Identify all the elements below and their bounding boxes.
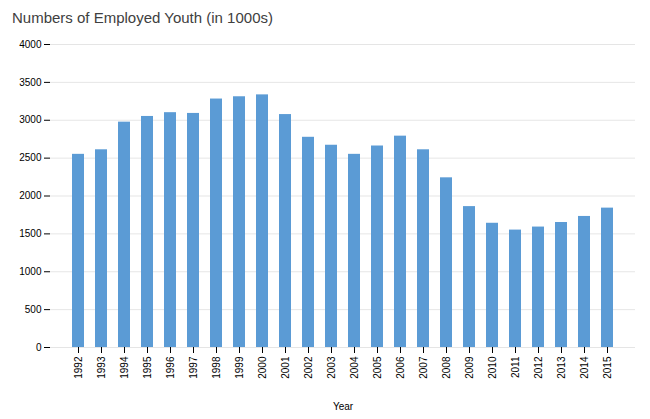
- svg-text:1998: 1998: [211, 356, 222, 379]
- svg-text:2005: 2005: [372, 356, 383, 379]
- svg-text:1999: 1999: [234, 356, 245, 379]
- svg-text:2008: 2008: [441, 356, 452, 379]
- svg-text:2003: 2003: [326, 356, 337, 379]
- svg-text:2007: 2007: [418, 356, 429, 379]
- svg-text:0: 0: [36, 342, 42, 353]
- svg-text:Year: Year: [333, 401, 354, 412]
- svg-text:3500: 3500: [19, 77, 42, 88]
- svg-text:2000: 2000: [19, 190, 42, 201]
- svg-text:2001: 2001: [280, 356, 291, 379]
- svg-text:2002: 2002: [303, 356, 314, 379]
- svg-text:1000: 1000: [19, 266, 42, 277]
- svg-text:1995: 1995: [142, 356, 153, 379]
- svg-text:2015: 2015: [602, 356, 613, 379]
- svg-text:2010: 2010: [487, 356, 498, 379]
- svg-text:2500: 2500: [19, 152, 42, 163]
- svg-text:2013: 2013: [556, 356, 567, 379]
- svg-text:2011: 2011: [510, 356, 521, 378]
- svg-text:1993: 1993: [96, 356, 107, 379]
- svg-text:500: 500: [25, 304, 42, 315]
- svg-text:4000: 4000: [19, 39, 42, 50]
- svg-text:2009: 2009: [464, 356, 475, 379]
- svg-text:1992: 1992: [73, 356, 84, 379]
- svg-text:1500: 1500: [19, 228, 42, 239]
- svg-text:2004: 2004: [349, 356, 360, 379]
- svg-text:2000: 2000: [257, 356, 268, 379]
- svg-text:3000: 3000: [19, 114, 42, 125]
- svg-text:1996: 1996: [165, 356, 176, 379]
- svg-text:2012: 2012: [533, 356, 544, 379]
- html-text:Numbers of Employed Youth (in: Numbers of Employed Youth (in 1000s): [12, 9, 273, 26]
- svg-text:1997: 1997: [188, 356, 199, 379]
- svg-text:1994: 1994: [119, 356, 130, 379]
- svg-text:2006: 2006: [395, 356, 406, 379]
- svg-text:2014: 2014: [579, 356, 590, 379]
